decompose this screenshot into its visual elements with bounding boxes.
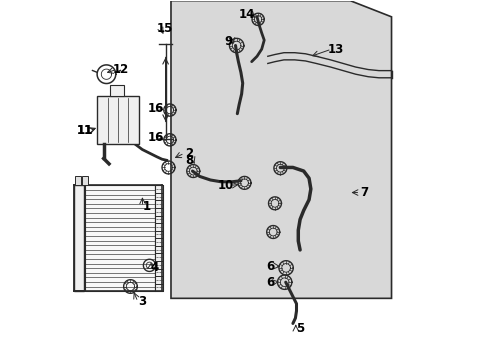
Text: 1: 1 [142,201,151,213]
Text: 10: 10 [217,179,233,192]
Bar [97,96,139,144]
Bar [110,85,124,96]
Text: 15: 15 [156,22,173,35]
Bar [85,185,154,291]
Bar [74,185,84,291]
Text: 11: 11 [77,124,93,137]
Bar [155,185,163,291]
Text: 11: 11 [77,124,93,137]
Bar [82,176,88,185]
Text: 6: 6 [265,276,274,289]
Text: 5: 5 [295,322,304,335]
Text: 16: 16 [147,103,163,116]
Text: 12: 12 [112,63,129,76]
Text: 6: 6 [265,260,274,273]
Text: 13: 13 [327,42,344,55]
Text: 7: 7 [360,186,368,199]
Text: 4: 4 [150,261,159,274]
Text: 2: 2 [184,147,193,159]
Bar [75,176,81,185]
Text: 16: 16 [147,131,163,144]
Text: 9: 9 [224,35,232,49]
Text: 3: 3 [138,296,146,309]
Text: 14: 14 [239,8,255,21]
Polygon shape [171,1,391,298]
Text: 8: 8 [184,154,193,167]
